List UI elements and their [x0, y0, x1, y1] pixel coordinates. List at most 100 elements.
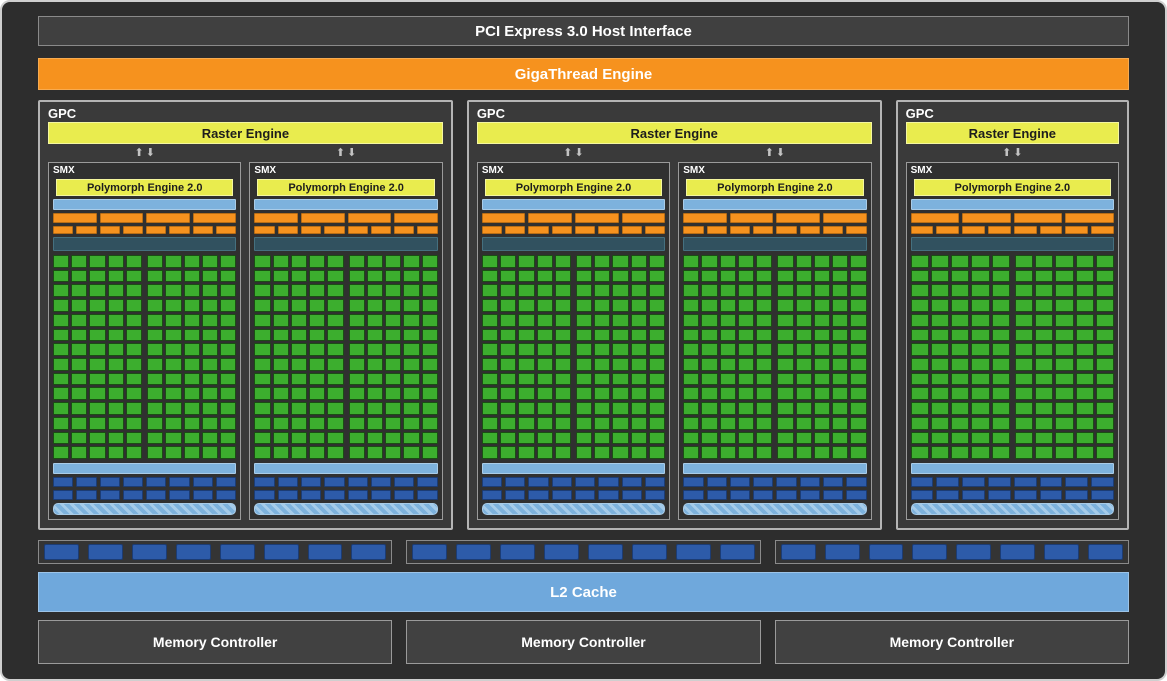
cuda-core — [500, 372, 517, 386]
cuda-core — [777, 431, 794, 445]
texture-unit-segment — [936, 490, 960, 500]
cuda-core — [71, 372, 88, 386]
cuda-core — [930, 299, 950, 312]
texture-unit-row — [481, 477, 666, 487]
cuda-core — [1055, 358, 1074, 371]
dispatch-unit-segment — [394, 226, 415, 234]
cuda-core — [165, 343, 182, 356]
cuda-core — [554, 387, 572, 401]
cuda-core — [930, 328, 950, 342]
cuda-core — [777, 372, 794, 386]
raster-engine-bar: Raster Engine — [476, 122, 872, 144]
cuda-core — [737, 328, 755, 342]
cuda-core — [1095, 284, 1115, 298]
cuda-core — [1095, 358, 1115, 371]
texture-unit-segment — [324, 477, 345, 487]
cuda-core — [254, 343, 271, 356]
dispatch-unit-segment — [99, 226, 120, 234]
cuda-core — [701, 372, 718, 386]
cuda-core — [1014, 446, 1034, 459]
cuda-core-grid-left — [254, 255, 344, 459]
cuda-core — [421, 255, 438, 268]
cuda-core — [971, 372, 990, 386]
instruction-cache-bar — [53, 199, 237, 210]
cuda-core — [971, 358, 990, 371]
cuda-core — [366, 446, 384, 459]
cuda-core — [683, 372, 700, 386]
cuda-core — [183, 358, 200, 371]
dispatch-unit-row — [254, 226, 438, 234]
cuda-core — [701, 313, 718, 327]
texture-unit-row — [481, 490, 666, 500]
dispatch-unit-segment — [988, 226, 1011, 234]
cuda-core — [53, 431, 70, 445]
cuda-core — [719, 328, 736, 342]
cuda-core — [125, 358, 143, 371]
raster-smx-arrows: ⬆ ⬇ — [906, 146, 1119, 161]
texture-unit-segment — [347, 490, 368, 500]
cuda-core — [71, 416, 88, 430]
cuda-core — [481, 387, 499, 401]
texture-unit-segment — [169, 477, 190, 487]
cuda-core — [366, 284, 384, 298]
cuda-core — [576, 358, 593, 371]
cuda-core — [518, 402, 535, 415]
polymorph-engine-bar: Polymorph Engine 2.0 — [484, 179, 663, 196]
cuda-core — [125, 343, 143, 356]
cuda-core — [254, 269, 271, 283]
cuda-core — [930, 284, 950, 298]
cuda-core — [630, 343, 647, 356]
cuda-core — [991, 372, 1010, 386]
cuda-core — [220, 313, 237, 327]
cuda-core — [1075, 358, 1094, 371]
cuda-core — [403, 284, 420, 298]
cuda-core — [737, 387, 755, 401]
cuda-core-grid — [53, 254, 237, 460]
smx-unit: SMX Polymorph Engine 2.0 — [678, 162, 872, 520]
cuda-core — [795, 431, 812, 445]
cuda-core — [795, 343, 812, 356]
cuda-core-grid-right — [576, 255, 666, 459]
rop-unit — [544, 544, 580, 560]
warp-scheduler-segment — [394, 213, 438, 223]
cuda-core — [683, 284, 700, 298]
cuda-core — [107, 446, 124, 459]
cuda-core — [719, 446, 736, 459]
cuda-core — [554, 446, 572, 459]
cuda-core — [576, 284, 593, 298]
cuda-core — [971, 431, 990, 445]
cuda-core — [385, 299, 402, 312]
cuda-core — [910, 431, 929, 445]
cuda-core — [89, 387, 106, 401]
cuda-core — [737, 313, 755, 327]
cuda-core — [991, 446, 1010, 459]
warp-scheduler-segment — [99, 213, 144, 223]
cuda-core — [683, 431, 700, 445]
texture-unit-segment — [846, 477, 867, 487]
cuda-core — [536, 313, 553, 327]
cuda-core — [327, 343, 344, 356]
cuda-core — [832, 358, 849, 371]
cuda-core — [201, 372, 219, 386]
rop-unit — [1000, 544, 1036, 560]
cuda-core — [795, 358, 812, 371]
rop-unit — [1088, 544, 1124, 560]
up-arrow-icon: ⬆ — [134, 147, 144, 159]
cuda-core — [930, 255, 950, 268]
cuda-core — [813, 372, 831, 386]
register-file-bar — [683, 237, 867, 251]
rop-row — [38, 540, 1129, 564]
cuda-core — [220, 402, 237, 415]
cuda-core — [1055, 387, 1074, 401]
cuda-core — [701, 358, 718, 371]
cuda-core — [348, 358, 365, 371]
cuda-core — [594, 416, 611, 430]
cuda-core — [309, 446, 326, 459]
cuda-core — [910, 299, 929, 312]
cuda-core — [554, 255, 572, 268]
gpc-row: GPC Raster Engine ⬆ ⬇ ⬆ ⬇ SMX Polymorph Eng… — [38, 100, 1130, 530]
raster-smx-arrows: ⬆ ⬇ — [477, 146, 670, 161]
warp-scheduler-segment — [575, 213, 619, 223]
cuda-core — [1075, 446, 1094, 459]
cuda-core — [421, 284, 438, 298]
